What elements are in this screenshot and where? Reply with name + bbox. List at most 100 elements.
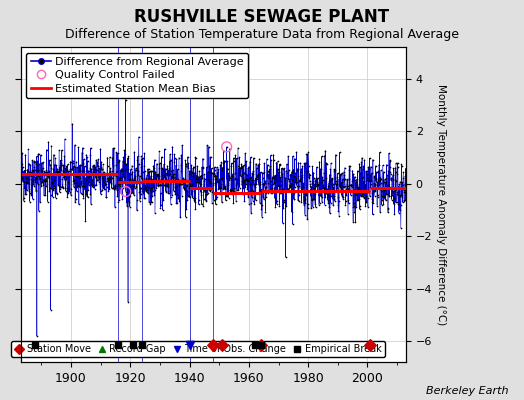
Point xyxy=(48,179,57,186)
Point xyxy=(243,186,252,192)
Point xyxy=(79,180,88,187)
Point xyxy=(376,209,384,215)
Point xyxy=(201,176,209,182)
Point xyxy=(78,150,86,156)
Point xyxy=(119,174,128,180)
Point xyxy=(40,172,49,178)
Point xyxy=(162,188,170,195)
Point xyxy=(191,170,199,176)
Point xyxy=(56,186,64,192)
Point xyxy=(38,165,47,172)
Point xyxy=(240,179,248,185)
Point xyxy=(378,188,386,194)
Point xyxy=(207,170,215,176)
Point xyxy=(198,201,206,208)
Point xyxy=(136,198,144,204)
Point xyxy=(122,166,130,172)
Point xyxy=(227,163,235,169)
Point xyxy=(368,196,376,202)
Point xyxy=(369,188,378,195)
Point xyxy=(153,173,161,179)
Point xyxy=(254,162,262,168)
Point xyxy=(54,182,63,189)
Point xyxy=(321,148,330,154)
Point xyxy=(383,182,391,188)
Point xyxy=(96,146,105,152)
Point xyxy=(355,196,363,202)
Point xyxy=(230,158,238,164)
Point xyxy=(20,167,29,174)
Point xyxy=(122,96,130,103)
Point xyxy=(323,186,331,192)
Point xyxy=(18,161,27,167)
Point xyxy=(376,177,384,183)
Point xyxy=(46,185,54,191)
Point xyxy=(123,179,132,185)
Point xyxy=(307,184,315,190)
Point xyxy=(390,186,399,193)
Point xyxy=(183,182,191,189)
Point xyxy=(321,201,329,208)
Point xyxy=(334,194,342,200)
Point xyxy=(264,161,272,168)
Point xyxy=(314,182,322,188)
Point xyxy=(239,174,247,181)
Point xyxy=(24,176,32,182)
Point xyxy=(119,154,127,160)
Point xyxy=(357,191,366,197)
Point xyxy=(151,210,159,216)
Point xyxy=(86,165,94,171)
Point xyxy=(141,184,150,190)
Point xyxy=(108,162,117,168)
Point xyxy=(128,189,136,195)
Point xyxy=(63,184,71,191)
Point xyxy=(111,185,119,192)
Point xyxy=(318,178,326,185)
Point xyxy=(144,166,152,172)
Point xyxy=(100,182,108,188)
Point xyxy=(378,196,386,203)
Point xyxy=(242,181,250,187)
Point xyxy=(62,163,70,170)
Point xyxy=(98,186,106,193)
Point xyxy=(127,170,135,177)
Point xyxy=(121,162,129,168)
Point xyxy=(244,177,252,184)
Point xyxy=(159,173,167,180)
Point xyxy=(171,184,179,190)
Point xyxy=(30,183,39,190)
Point xyxy=(327,192,335,199)
Point xyxy=(209,170,217,176)
Point xyxy=(363,171,372,177)
Point xyxy=(293,167,301,174)
Point xyxy=(159,197,168,203)
Point xyxy=(83,158,92,164)
Point xyxy=(190,163,198,170)
Point xyxy=(316,186,325,193)
Point xyxy=(39,182,48,188)
Point xyxy=(221,185,230,191)
Point xyxy=(67,166,75,172)
Point xyxy=(292,149,300,155)
Point xyxy=(271,175,280,182)
Point xyxy=(22,170,30,177)
Point xyxy=(294,197,302,204)
Point xyxy=(182,206,191,212)
Point xyxy=(68,120,77,127)
Point xyxy=(314,182,322,188)
Point xyxy=(118,158,127,164)
Point xyxy=(35,171,43,177)
Point xyxy=(320,170,328,176)
Point xyxy=(64,190,72,196)
Point xyxy=(113,183,121,189)
Point xyxy=(107,173,116,180)
Point xyxy=(63,179,72,186)
Point xyxy=(273,166,281,173)
Point xyxy=(360,178,368,184)
Point xyxy=(179,177,187,184)
Point xyxy=(226,186,235,193)
Point xyxy=(150,156,159,163)
Point xyxy=(359,163,367,169)
Point xyxy=(373,179,381,186)
Point xyxy=(203,172,212,178)
